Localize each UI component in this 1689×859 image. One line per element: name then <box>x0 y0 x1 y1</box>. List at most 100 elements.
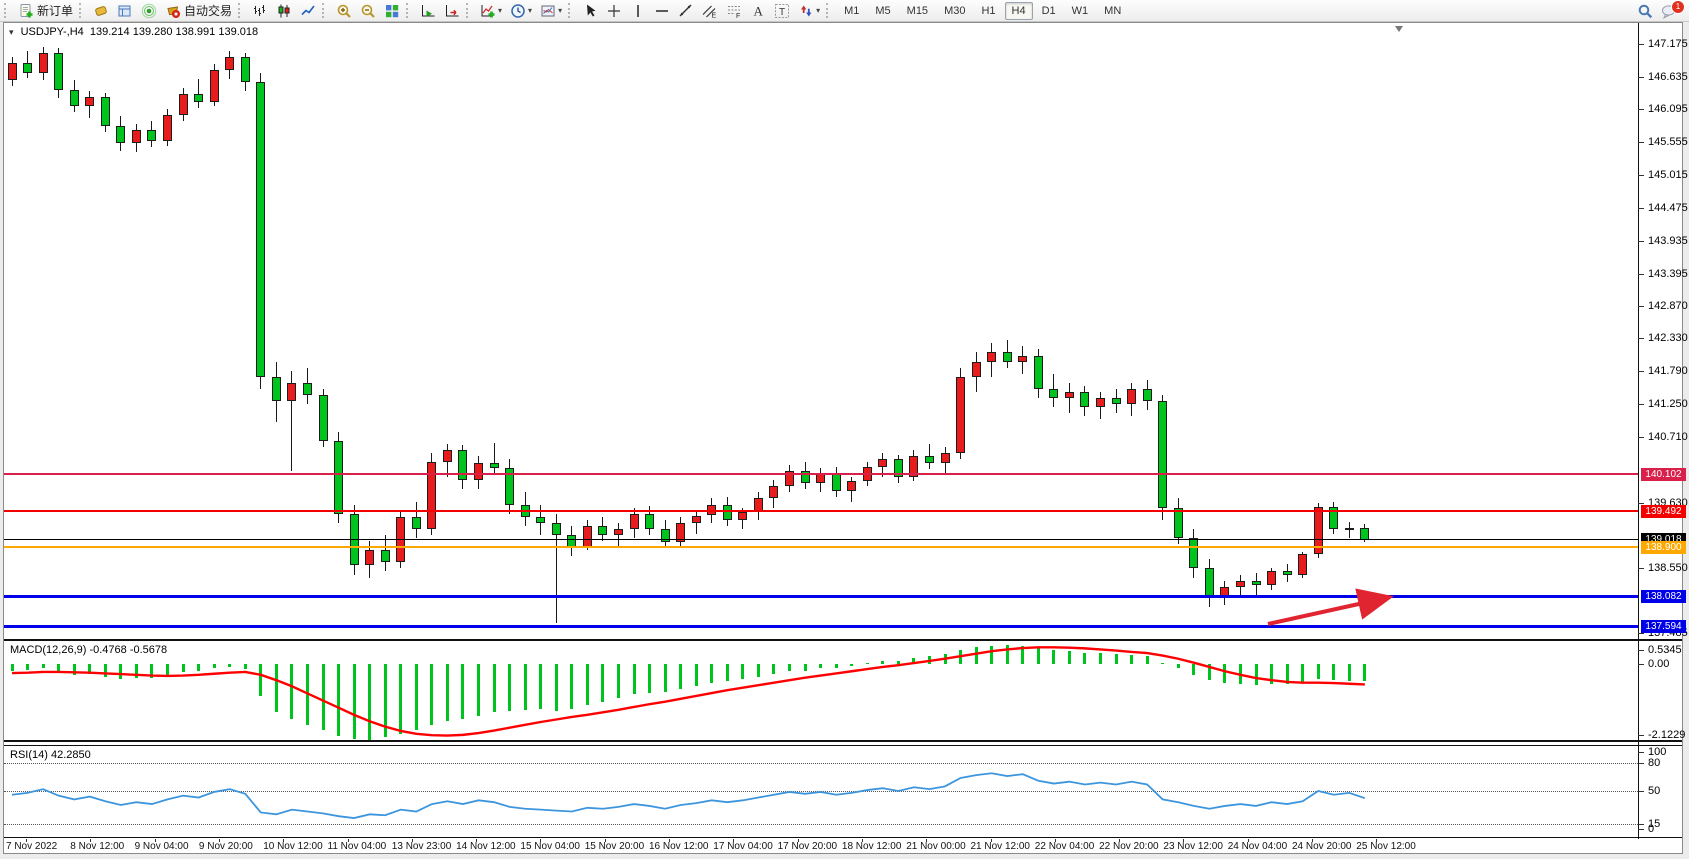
tile-windows-button[interactable] <box>380 0 404 22</box>
text-button[interactable]: A <box>746 0 770 22</box>
candle-body <box>302 382 312 396</box>
market-watch-button[interactable] <box>89 0 113 22</box>
time-tick <box>797 839 799 842</box>
macd-histogram-bar <box>414 664 418 731</box>
rsi-level-line <box>4 791 1638 792</box>
time-tick <box>347 839 349 842</box>
candle-body <box>893 458 903 478</box>
macd-histogram-bar <box>337 664 341 736</box>
timeframe-mn[interactable]: MN <box>1104 4 1122 17</box>
dropdown-caret-icon[interactable]: ▾ <box>498 6 503 15</box>
signal-button[interactable] <box>137 0 161 22</box>
candle-body <box>1096 398 1105 408</box>
macd-histogram-bar <box>166 664 169 675</box>
data-window-button[interactable] <box>113 0 137 22</box>
candle-body <box>800 471 810 484</box>
candle-body <box>676 522 686 543</box>
arrows-button[interactable]: ▾ <box>794 0 824 22</box>
macd-histogram-bar <box>508 664 512 711</box>
toolbar-grip <box>466 3 472 18</box>
candle-body <box>909 455 919 478</box>
time-axis-label: 24 Nov 20:00 <box>1292 841 1352 852</box>
timeframe-h4[interactable]: H4 <box>1004 1 1033 20</box>
macd-histogram-bar <box>368 664 372 740</box>
time-axis[interactable] <box>4 839 1682 853</box>
rsi-pane[interactable]: RSI(14) 42.2850 <box>4 745 1682 838</box>
candle-body <box>7 62 17 80</box>
price-line-138.900 <box>4 546 1638 549</box>
time-axis-label: 18 Nov 12:00 <box>841 841 902 852</box>
rsi-tick-label: 100 <box>1648 746 1667 758</box>
timeframe-m1[interactable]: M1 <box>844 4 860 17</box>
macd-histogram-bar <box>461 664 465 720</box>
timeframe-m30[interactable]: M30 <box>944 4 966 17</box>
horizontal-line-icon <box>656 9 669 12</box>
candlestick-chart-button[interactable] <box>272 0 296 22</box>
macd-histogram-bar <box>88 664 92 675</box>
time-tick <box>154 839 156 842</box>
search-button[interactable] <box>1633 0 1657 22</box>
vertical-line-button[interactable] <box>626 0 650 22</box>
indicators-button[interactable]: ▾ <box>476 0 506 22</box>
fibonacci-button[interactable]: F <box>722 0 746 22</box>
candle-body <box>691 515 701 523</box>
timeframe-h1[interactable]: H1 <box>981 4 996 17</box>
price-tick <box>1638 43 1644 45</box>
dropdown-caret-icon[interactable]: ▾ <box>816 6 821 15</box>
candle-body <box>147 130 157 141</box>
equidistant-channel-button[interactable]: E <box>698 0 722 22</box>
price-tick-label: 143.395 <box>1648 267 1688 280</box>
macd-pane[interactable]: MACD(12,26,9) -0.4768 -0.5678 <box>4 639 1682 742</box>
zoom-in-button[interactable] <box>332 0 356 22</box>
chat-button[interactable]: 1 <box>1657 0 1685 22</box>
channel-icon: E <box>702 5 717 19</box>
text-label-button[interactable]: T <box>770 0 794 22</box>
zoom-out-button[interactable] <box>356 0 380 22</box>
price-tick <box>1638 502 1644 504</box>
crosshair-button[interactable] <box>602 0 626 22</box>
dropdown-caret-icon[interactable]: ▾ <box>558 6 563 15</box>
candle-body <box>1033 355 1043 389</box>
time-tick <box>476 839 478 842</box>
time-axis-label: 9 Nov 04:00 <box>134 841 189 852</box>
timeframe-d1[interactable]: D1 <box>1041 4 1056 17</box>
time-axis-label: 9 Nov 20:00 <box>198 841 253 852</box>
price-tick <box>1638 240 1644 242</box>
candle-body <box>1111 398 1121 405</box>
tile-windows-icon <box>386 4 399 17</box>
chart-shift-button[interactable] <box>440 0 464 22</box>
new-order-button[interactable]: 新订单 <box>14 0 77 22</box>
bar-chart-button[interactable] <box>248 0 272 22</box>
templates-button[interactable]: ▾ <box>536 0 566 22</box>
candle-body <box>23 62 33 73</box>
timeframe-w1[interactable]: W1 <box>1071 4 1089 17</box>
candle-body <box>1142 388 1152 402</box>
macd-label: MACD(12,26,9) -0.4768 -0.5678 <box>10 644 168 656</box>
cursor-button[interactable] <box>578 0 602 22</box>
macd-tick-label: 0.5345 <box>1648 644 1682 656</box>
timeframe-m15[interactable]: M15 <box>906 4 929 17</box>
macd-histogram-bar <box>959 649 963 665</box>
macd-histogram-bar <box>445 664 449 722</box>
timeframe-m5[interactable]: M5 <box>875 4 891 17</box>
chart-shift-marker-icon[interactable] <box>1395 26 1403 32</box>
macd-histogram-bar <box>943 654 947 665</box>
macd-histogram-bar <box>103 664 107 677</box>
macd-histogram-bar <box>197 664 201 672</box>
time-tick <box>283 839 285 842</box>
trendline-button[interactable] <box>674 0 698 22</box>
toolbar-grip <box>238 3 244 18</box>
price-tick <box>1638 404 1644 406</box>
horizontal-line-button[interactable] <box>650 0 674 22</box>
auto-trading-button[interactable]: 自动交易 <box>161 0 236 22</box>
candle-wick <box>493 442 495 475</box>
periods-button[interactable]: ▾ <box>506 0 536 22</box>
candle-body <box>816 474 826 484</box>
time-axis-label: 21 Nov 12:00 <box>970 841 1031 852</box>
dropdown-caret-icon[interactable]: ▾ <box>528 6 533 15</box>
signal-icon <box>141 3 157 18</box>
macd-histogram-bar <box>1207 664 1211 681</box>
chevron-down-icon[interactable]: ▾ <box>9 27 14 37</box>
auto-scroll-button[interactable] <box>416 0 440 22</box>
line-chart-button[interactable] <box>296 0 320 22</box>
